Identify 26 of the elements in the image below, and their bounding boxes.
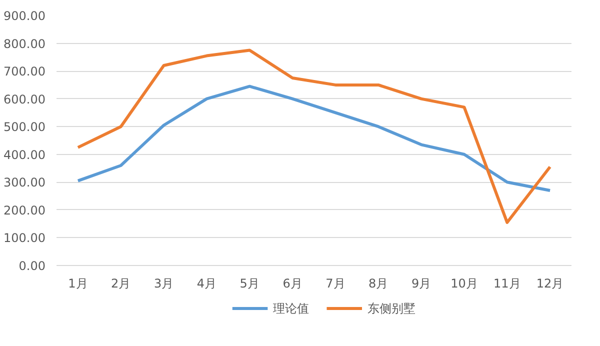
y-tick-label: 200.00 bbox=[4, 203, 46, 218]
line-series bbox=[76, 48, 552, 224]
x-tick-label: 1月 bbox=[68, 276, 88, 290]
x-tick-label: 5月 bbox=[240, 276, 260, 290]
x-tick-label: 11月 bbox=[493, 276, 521, 290]
y-tick-label: 500.00 bbox=[4, 120, 46, 134]
x-tick-label: 2月 bbox=[111, 276, 131, 290]
y-tick-label: 900.00 bbox=[4, 9, 46, 23]
x-tick-label: 12月 bbox=[536, 276, 564, 290]
legend-label: 理论值 bbox=[272, 302, 309, 316]
x-tick-label: 6月 bbox=[282, 276, 302, 290]
line-series bbox=[76, 84, 552, 192]
x-tick-label: 4月 bbox=[196, 276, 217, 290]
x-tick-label: 10月 bbox=[450, 276, 478, 290]
y-tick-label: 600.00 bbox=[4, 92, 46, 106]
y-tick-label: 0.00 bbox=[18, 259, 46, 273]
y-tick-label: 800.00 bbox=[4, 36, 46, 51]
legend-label: 东侧别墅 bbox=[367, 302, 416, 316]
x-tick-label: 9月 bbox=[411, 276, 432, 290]
x-tick-label: 7月 bbox=[326, 276, 346, 290]
x-tick-label: 8月 bbox=[368, 276, 388, 290]
x-tick-label: 3月 bbox=[154, 276, 174, 290]
y-tick-label: 700.00 bbox=[4, 64, 46, 79]
y-tick-label: 100.00 bbox=[4, 231, 46, 246]
y-tick-label: 400.00 bbox=[4, 148, 46, 162]
y-tick-label: 300.00 bbox=[4, 176, 46, 190]
